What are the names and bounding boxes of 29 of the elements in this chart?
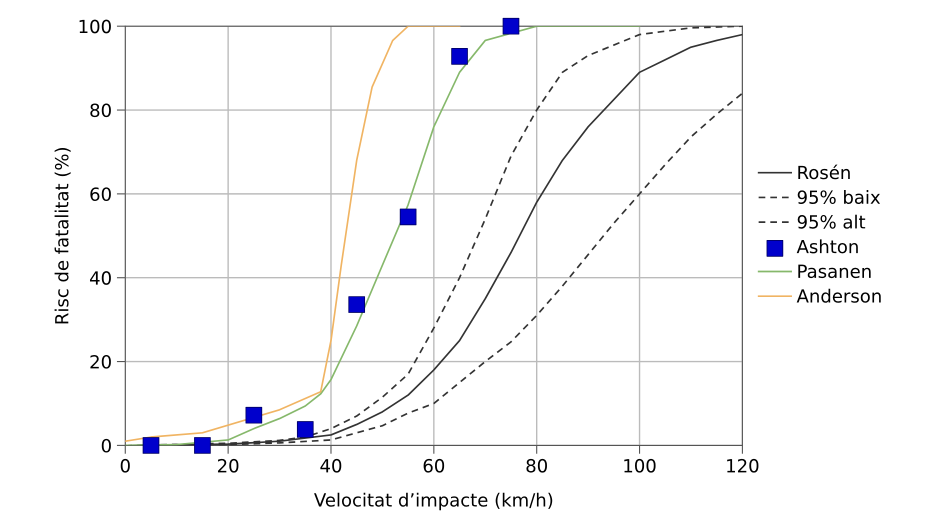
x-tick-label: 120 — [727, 458, 758, 473]
legend-label: Ashton — [796, 239, 858, 254]
legend-label: Anderson — [796, 288, 881, 303]
y-tick-label: 40 — [90, 271, 111, 285]
legend-label: Pasanen — [798, 264, 871, 278]
x-axis-title: Velocitat d’impacte (km/h) — [314, 492, 552, 510]
point — [451, 48, 468, 65]
x-tick-label: 60 — [424, 458, 444, 473]
y-tick-label: 60 — [90, 187, 111, 201]
x-tick-label: 20 — [218, 458, 238, 473]
point — [348, 296, 366, 313]
point — [142, 437, 160, 454]
x-tick-label: 80 — [526, 458, 547, 473]
point — [194, 437, 211, 454]
y-tick-label: 80 — [90, 104, 111, 118]
point — [502, 18, 520, 35]
x-tick-label: 100 — [624, 458, 656, 473]
legend-label: Rosén — [798, 164, 850, 180]
y-tick-label: 100 — [80, 20, 111, 34]
point — [400, 208, 416, 226]
legend-label: 95% baix — [798, 190, 880, 204]
y-axis-title: Risc de fatalitat (%) — [54, 148, 71, 324]
x-tick-label: 40 — [320, 458, 342, 473]
point — [296, 421, 314, 438]
y-tick-label: 0 — [102, 438, 111, 453]
point — [246, 406, 262, 424]
x-tick-label: 0 — [120, 458, 130, 473]
legend-label: 95% alt — [798, 214, 866, 229]
y-tick-label: 20 — [90, 355, 111, 369]
